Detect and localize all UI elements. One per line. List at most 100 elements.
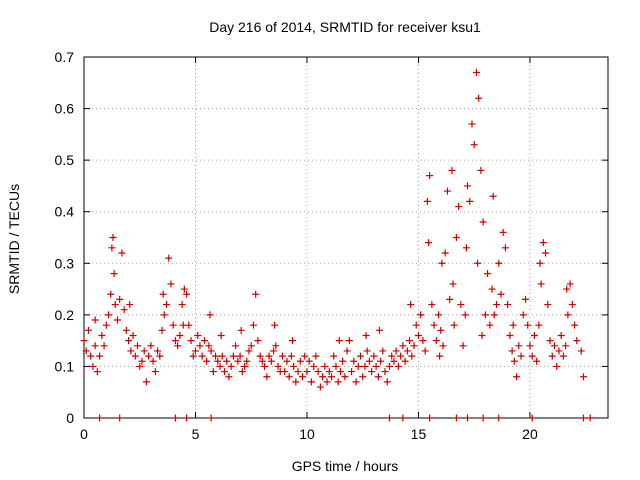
data-point: [174, 342, 182, 350]
chart-title: Day 216 of 2014, SRMTID for receiver ksu…: [209, 19, 481, 35]
data-point: [368, 368, 376, 376]
data-point: [196, 342, 204, 350]
data-point: [98, 331, 106, 339]
data-point: [183, 414, 191, 422]
data-point: [562, 342, 570, 350]
x-tick-label: 15: [411, 426, 427, 442]
data-point: [524, 321, 532, 329]
data-point: [406, 337, 414, 345]
data-point: [325, 368, 333, 376]
data-point: [272, 342, 280, 350]
data-point: [408, 352, 416, 360]
data-point: [533, 357, 541, 365]
data-point: [125, 337, 133, 345]
data-point: [154, 347, 162, 355]
data-point: [443, 187, 451, 195]
data-point: [314, 368, 322, 376]
x-axis: 0 5 10 15 20: [80, 57, 538, 442]
data-point: [261, 362, 269, 370]
data-point: [426, 172, 434, 180]
data-point: [91, 316, 99, 324]
data-point: [127, 347, 135, 355]
data-point: [87, 352, 95, 360]
y-tick-label: 0.4: [55, 204, 75, 220]
data-point: [223, 357, 231, 365]
data-point: [579, 373, 587, 381]
data-point: [372, 362, 380, 370]
data-point: [209, 368, 217, 376]
data-point: [191, 347, 199, 355]
data-point: [147, 342, 155, 350]
data-point: [472, 68, 480, 76]
data-point: [217, 331, 225, 339]
data-point: [489, 192, 497, 200]
data-point: [428, 301, 436, 309]
data-point: [247, 342, 255, 350]
data-point: [488, 285, 496, 293]
data-point: [179, 321, 187, 329]
y-axis-label: SRMTID / TECUs: [6, 184, 22, 294]
data-point: [399, 414, 407, 422]
data-point: [455, 203, 463, 211]
data-point: [449, 280, 457, 288]
data-point: [385, 362, 393, 370]
data-point: [509, 321, 517, 329]
data-point: [335, 337, 343, 345]
data-point: [568, 301, 576, 309]
data-point: [426, 414, 434, 422]
data-point: [312, 352, 320, 360]
data-point: [138, 357, 146, 365]
data-point: [116, 295, 124, 303]
data-point: [397, 352, 405, 360]
data-point: [205, 342, 213, 350]
data-point: [438, 259, 446, 267]
data-point: [490, 311, 498, 319]
data-point: [332, 362, 340, 370]
data-point: [100, 342, 108, 350]
y-tick-label: 0.3: [55, 255, 75, 271]
data-point: [218, 352, 226, 360]
data-point: [464, 414, 472, 422]
x-tick-label: 10: [299, 426, 315, 442]
data-point: [305, 357, 313, 365]
data-point: [470, 141, 478, 149]
data-point: [379, 347, 387, 355]
data-point: [506, 331, 514, 339]
data-point: [131, 352, 139, 360]
data-point: [206, 311, 214, 319]
data-point: [521, 295, 529, 303]
data-point: [432, 337, 440, 345]
data-point: [510, 357, 518, 365]
data-point: [220, 368, 228, 376]
data-point: [457, 301, 465, 309]
data-point: [363, 347, 371, 355]
data-point: [579, 414, 587, 422]
data-point: [207, 414, 215, 422]
y-tick-label: 0: [66, 410, 74, 426]
data-point: [577, 347, 585, 355]
data-point: [495, 414, 503, 422]
data-point: [394, 362, 402, 370]
data-point: [245, 347, 253, 355]
data-point: [356, 352, 364, 360]
data-point: [354, 362, 362, 370]
data-point: [419, 337, 427, 345]
data-point: [258, 357, 266, 365]
data-point: [267, 357, 275, 365]
data-point: [462, 244, 470, 252]
data-point: [207, 347, 215, 355]
data-point: [198, 352, 206, 360]
data-point: [504, 301, 512, 309]
data-point: [550, 342, 558, 350]
data-point: [375, 326, 383, 334]
data-point: [225, 373, 233, 381]
data-point: [407, 301, 415, 309]
data-point: [307, 378, 315, 386]
data-point: [341, 373, 349, 381]
data-point: [571, 321, 579, 329]
data-point: [546, 337, 554, 345]
data-point: [263, 373, 271, 381]
data-point: [126, 301, 134, 309]
data-point: [548, 352, 556, 360]
data-point: [163, 301, 171, 309]
